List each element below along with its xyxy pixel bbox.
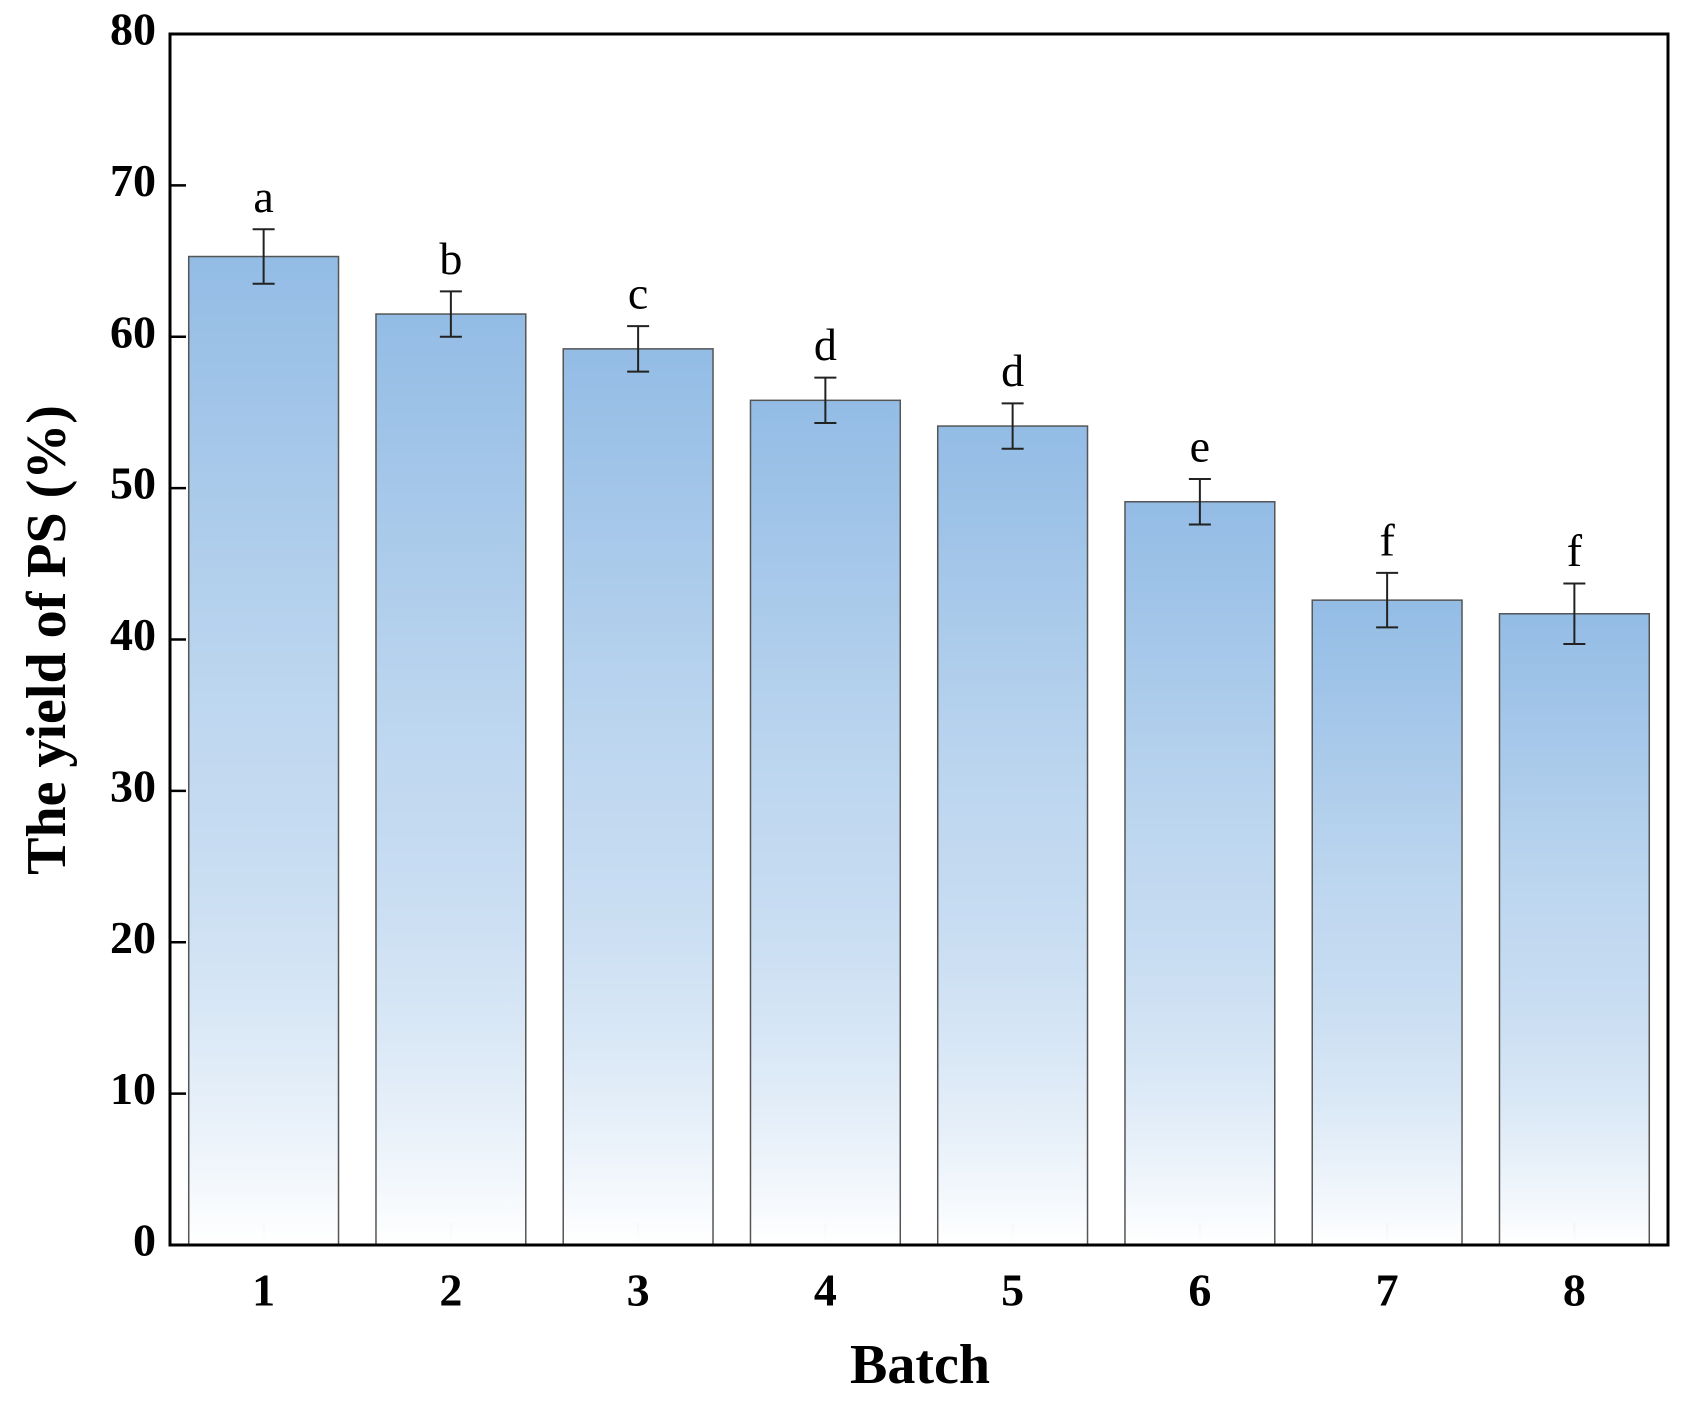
significance-letter: e — [1190, 421, 1210, 472]
x-axis-title: Batch — [850, 1334, 990, 1396]
significance-letter: b — [439, 233, 462, 284]
error-bar — [1376, 571, 1399, 629]
error-bar — [1188, 478, 1211, 526]
y-tick-label: 80 — [110, 4, 156, 55]
bar — [1311, 599, 1463, 1246]
bar — [562, 348, 714, 1246]
significance-letter: d — [814, 319, 837, 370]
x-tick-label: 5 — [1001, 1265, 1024, 1316]
error-bar — [627, 325, 650, 373]
x-tick-label: 6 — [1188, 1265, 1211, 1316]
y-tick-label: 20 — [110, 912, 156, 963]
y-tick-label: 50 — [110, 458, 156, 509]
x-tick-label: 4 — [814, 1265, 837, 1316]
error-bar — [1001, 402, 1024, 450]
x-tick-label: 2 — [439, 1265, 462, 1316]
error-bar — [252, 228, 275, 285]
significance-letter: c — [628, 268, 648, 319]
x-tick-label: 8 — [1563, 1265, 1586, 1316]
y-tick-label: 30 — [110, 760, 156, 811]
significance-letter: d — [1001, 345, 1024, 396]
y-tick-label: 40 — [110, 609, 156, 660]
bar — [375, 313, 527, 1246]
x-tick-label: 3 — [627, 1265, 650, 1316]
y-tick-label: 10 — [110, 1063, 156, 1114]
bar — [1498, 613, 1651, 1246]
x-tick-label: 7 — [1376, 1265, 1399, 1316]
y-axis-title: The yield of PS (%) — [16, 405, 78, 875]
significance-letter: a — [253, 171, 273, 222]
y-tick-label: 70 — [110, 155, 156, 206]
bar — [187, 255, 340, 1246]
y-tick-label: 60 — [110, 306, 156, 357]
error-bar — [1563, 582, 1586, 646]
y-tick-label: 0 — [133, 1215, 156, 1266]
error-bar — [814, 376, 837, 425]
x-tick-label: 1 — [252, 1265, 275, 1316]
significance-letter: f — [1567, 525, 1583, 576]
bar — [749, 399, 902, 1246]
bar — [936, 425, 1089, 1246]
error-bar — [439, 290, 462, 338]
significance-letter: f — [1379, 514, 1395, 565]
bar — [1124, 500, 1276, 1246]
plot-frame — [168, 32, 1670, 1247]
